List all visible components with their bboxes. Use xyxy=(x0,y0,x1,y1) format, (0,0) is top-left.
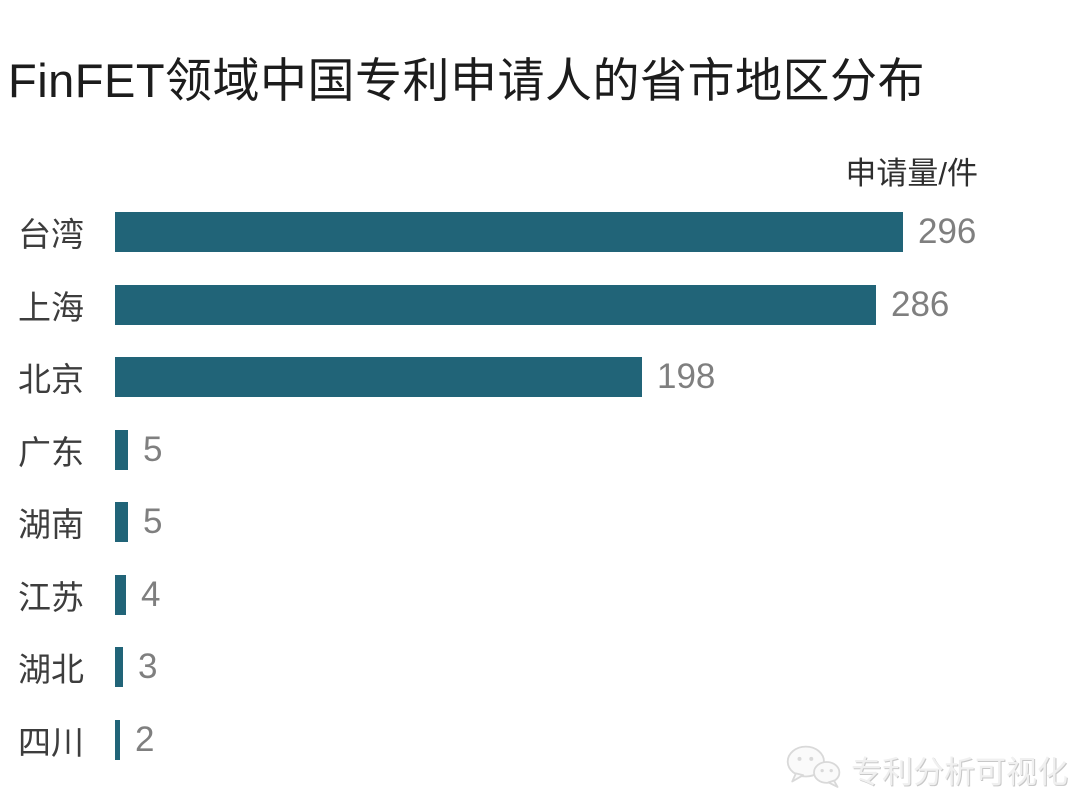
chart-row: 四川 2 xyxy=(18,704,1058,777)
category-label: 北京 xyxy=(18,361,84,399)
value-label: 5 xyxy=(143,502,163,542)
chart-row: 湖南 5 xyxy=(18,486,1058,559)
chart-row: 江苏 4 xyxy=(18,559,1058,632)
value-label: 296 xyxy=(918,212,977,252)
bar xyxy=(115,719,120,760)
chart-row: 上海 286 xyxy=(18,269,1058,342)
bar xyxy=(115,429,128,470)
chart-row: 北京 198 xyxy=(18,341,1058,414)
bar xyxy=(115,357,642,398)
bar xyxy=(115,284,876,325)
value-axis-label: 申请量/件 xyxy=(845,156,978,191)
bar xyxy=(115,212,903,253)
value-label: 2 xyxy=(135,719,155,759)
wechat-icon xyxy=(785,743,843,796)
value-label: 4 xyxy=(141,574,161,614)
value-label: 3 xyxy=(138,647,158,687)
category-label: 广东 xyxy=(18,433,84,471)
watermark-text: 专利分析可视化 xyxy=(851,755,1068,790)
chart-title: FinFET领域中国专利申请人的省市地区分布 xyxy=(8,54,926,107)
bar xyxy=(115,502,128,543)
chart-row: 台湾 296 xyxy=(18,196,1058,269)
value-label: 198 xyxy=(657,357,716,397)
category-label: 湖北 xyxy=(18,651,84,689)
watermark: 专利分析可视化 xyxy=(785,743,1068,796)
category-label: 湖南 xyxy=(18,506,84,544)
category-label: 四川 xyxy=(18,723,84,761)
value-label: 286 xyxy=(891,284,950,324)
category-label: 江苏 xyxy=(18,578,84,616)
chart-row: 湖北 3 xyxy=(18,631,1058,704)
category-label: 台湾 xyxy=(18,216,84,254)
bar-chart: 台湾 296 上海 286 北京 198 广东 5 湖南 5 江苏 4 湖北 3 四川 2 xyxy=(18,196,1058,776)
bar xyxy=(115,647,123,688)
category-label: 上海 xyxy=(18,288,84,326)
value-label: 5 xyxy=(143,429,163,469)
chart-row: 广东 5 xyxy=(18,414,1058,487)
bar xyxy=(115,574,126,615)
